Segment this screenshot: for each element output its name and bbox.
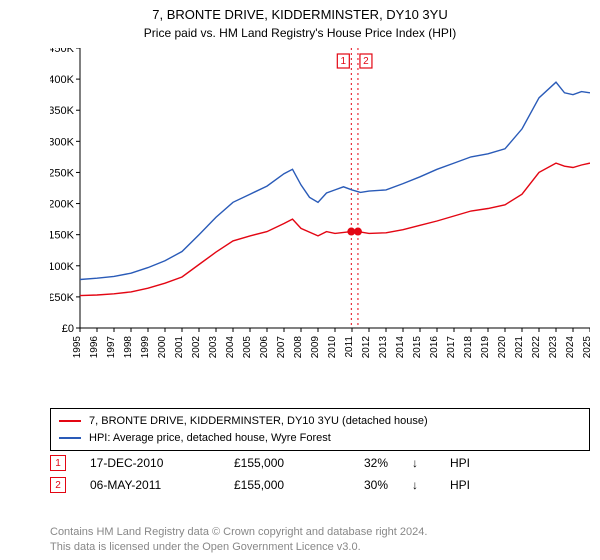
xtick-label: 2024 (565, 336, 576, 359)
legend-swatch (59, 437, 81, 439)
xtick-label: 2000 (157, 336, 168, 359)
legend: 7, BRONTE DRIVE, KIDDERMINSTER, DY10 3YU… (50, 408, 590, 451)
legend-label: 7, BRONTE DRIVE, KIDDERMINSTER, DY10 3YU… (89, 413, 428, 430)
xtick-label: 2010 (327, 336, 338, 359)
chart-subtitle: Price paid vs. HM Land Registry's House … (0, 24, 600, 40)
series-line-1 (80, 82, 590, 279)
xtick-label: 2021 (514, 336, 525, 359)
ytick-label: £200K (50, 199, 75, 211)
sales-row: 1 17-DEC-2010 £155,000 32% ↓ HPI (50, 452, 590, 474)
xtick-label: 2002 (191, 336, 202, 359)
xtick-label: 1998 (123, 336, 134, 359)
xtick-label: 2012 (361, 336, 372, 359)
ytick-label: £150K (50, 230, 75, 242)
sales-pct: 30% (338, 478, 388, 492)
sales-pct: 32% (338, 456, 388, 470)
xtick-label: 2006 (259, 336, 270, 359)
xtick-label: 2009 (310, 336, 321, 359)
sale-marker-dot (354, 228, 362, 236)
xtick-label: 1996 (89, 336, 100, 359)
chart-plot-area: £0 £50K £100K £150K £200K £250K £300K £350K £400… (50, 48, 590, 378)
ytick-label: £450K (50, 48, 75, 55)
sales-date: 17-DEC-2010 (90, 456, 210, 470)
xtick-label: 2019 (480, 336, 491, 359)
xtick-label: 2015 (412, 336, 423, 359)
marker-badge-num: 1 (341, 56, 347, 67)
xtick-label: 1997 (106, 336, 117, 359)
xtick-label: 1995 (72, 336, 83, 359)
xtick-label: 2008 (293, 336, 304, 359)
chart-container: 7, BRONTE DRIVE, KIDDERMINSTER, DY10 3YU… (0, 0, 600, 560)
xtick-label: 2013 (378, 336, 389, 359)
marker-badge-num: 2 (363, 56, 369, 67)
sales-row: 2 06-MAY-2011 £155,000 30% ↓ HPI (50, 474, 590, 496)
sales-hpi-label: HPI (450, 456, 470, 470)
sales-price: £155,000 (234, 478, 314, 492)
ytick-label: £50K (50, 292, 75, 304)
xtick-label: 2007 (276, 336, 287, 359)
ytick-label: £0 (62, 323, 74, 335)
ytick-label: £350K (50, 105, 75, 117)
xtick-label: 2011 (344, 336, 355, 358)
legend-item: 7, BRONTE DRIVE, KIDDERMINSTER, DY10 3YU… (59, 413, 581, 430)
down-arrow-icon: ↓ (412, 478, 426, 492)
xtick-label: 1999 (140, 336, 151, 359)
xtick-label: 2018 (463, 336, 474, 359)
ytick-label: £300K (50, 136, 75, 148)
xtick-label: 2001 (174, 336, 185, 359)
xtick-label: 2023 (548, 336, 559, 359)
sales-price: £155,000 (234, 456, 314, 470)
legend-swatch (59, 420, 81, 422)
xtick-label: 2017 (446, 336, 457, 359)
sales-badge: 2 (50, 477, 66, 493)
xtick-label: 2020 (497, 336, 508, 359)
attribution-line-1: Contains HM Land Registry data © Crown c… (50, 525, 590, 539)
series-line-0 (80, 163, 590, 296)
sales-date: 06-MAY-2011 (90, 478, 210, 492)
legend-item: HPI: Average price, detached house, Wyre… (59, 430, 581, 447)
legend-label: HPI: Average price, detached house, Wyre… (89, 430, 331, 447)
ytick-label: £100K (50, 261, 75, 273)
xtick-label: 2022 (531, 336, 542, 359)
chart-svg: £0 £50K £100K £150K £200K £250K £300K £350K £400… (50, 48, 590, 378)
ytick-label: £400K (50, 74, 75, 86)
ytick-label: £250K (50, 167, 75, 179)
attribution-line-2: This data is licensed under the Open Gov… (50, 540, 590, 554)
xtick-label: 2025 (582, 336, 590, 359)
attribution: Contains HM Land Registry data © Crown c… (50, 525, 590, 554)
down-arrow-icon: ↓ (412, 456, 426, 470)
xtick-label: 2005 (242, 336, 253, 359)
xtick-label: 2003 (208, 336, 219, 359)
sales-badge: 1 (50, 455, 66, 471)
xtick-label: 2004 (225, 336, 236, 359)
xtick-label: 2016 (429, 336, 440, 359)
sales-hpi-label: HPI (450, 478, 470, 492)
chart-title: 7, BRONTE DRIVE, KIDDERMINSTER, DY10 3YU (0, 0, 600, 24)
sales-table: 1 17-DEC-2010 £155,000 32% ↓ HPI 2 06-MAY-2011 £… (50, 452, 590, 496)
xtick-label: 2014 (395, 336, 406, 359)
